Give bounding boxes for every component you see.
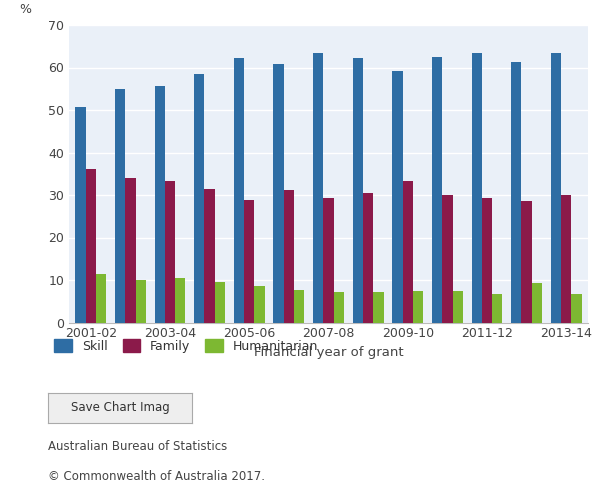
- Bar: [472, 52, 482, 322]
- Bar: [413, 292, 423, 322]
- Bar: [571, 294, 581, 322]
- Bar: [561, 195, 571, 322]
- Bar: [175, 278, 185, 322]
- Bar: [254, 286, 265, 323]
- Bar: [244, 200, 254, 322]
- Bar: [532, 283, 542, 323]
- Bar: [205, 188, 215, 322]
- Bar: [165, 182, 175, 322]
- Bar: [452, 290, 463, 322]
- Bar: [403, 182, 413, 322]
- Bar: [353, 58, 363, 322]
- Bar: [215, 282, 225, 323]
- Bar: [363, 193, 373, 322]
- Legend: Skill, Family, Humanitarian: Skill, Family, Humanitarian: [54, 339, 318, 353]
- Bar: [96, 274, 106, 322]
- Bar: [125, 178, 136, 322]
- Bar: [136, 280, 146, 322]
- Bar: [115, 89, 125, 322]
- Bar: [86, 169, 96, 322]
- Bar: [294, 290, 304, 322]
- Bar: [511, 62, 521, 322]
- Bar: [492, 294, 502, 322]
- Bar: [521, 201, 532, 322]
- Bar: [274, 64, 284, 322]
- Bar: [392, 71, 403, 322]
- Bar: [234, 58, 244, 322]
- Bar: [482, 198, 492, 322]
- Text: © Commonwealth of Australia 2017.: © Commonwealth of Australia 2017.: [48, 470, 265, 483]
- Text: %: %: [20, 3, 32, 16]
- Bar: [284, 190, 294, 322]
- Text: Australian Bureau of Statistics: Australian Bureau of Statistics: [48, 440, 227, 453]
- Bar: [313, 52, 323, 322]
- Bar: [432, 58, 442, 322]
- Bar: [155, 86, 165, 322]
- Bar: [442, 195, 452, 322]
- Bar: [76, 107, 86, 322]
- X-axis label: Financial year of grant: Financial year of grant: [254, 346, 403, 359]
- Bar: [194, 74, 205, 322]
- Bar: [551, 54, 561, 322]
- Bar: [323, 198, 334, 322]
- Bar: [373, 292, 383, 322]
- Text: Save Chart Imag: Save Chart Imag: [71, 401, 169, 414]
- Bar: [334, 292, 344, 322]
